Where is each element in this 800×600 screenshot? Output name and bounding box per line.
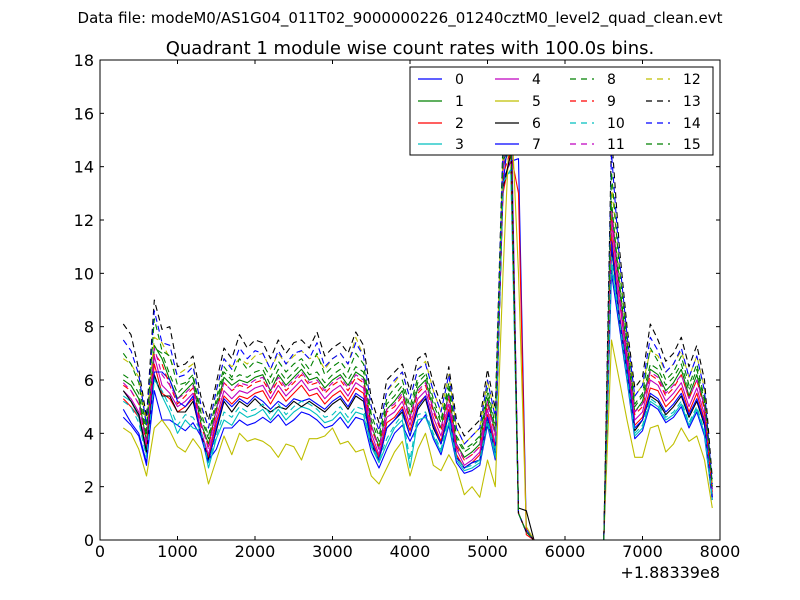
y-tick-label: 4 — [84, 424, 94, 443]
legend-label-7: 7 — [532, 137, 541, 153]
legend-label-8: 8 — [607, 72, 616, 88]
series-line-5 — [122, 99, 713, 541]
y-tick-label: 16 — [74, 104, 94, 123]
series-lines — [122, 86, 713, 541]
y-tick-label: 12 — [74, 211, 94, 230]
x-tick-label: 8000 — [700, 542, 741, 561]
legend-label-3: 3 — [455, 137, 464, 153]
y-tick-label: 18 — [74, 51, 94, 70]
x-offset-label: +1.88339e8 — [620, 563, 720, 582]
series-line-7 — [122, 112, 713, 541]
chart-title: Quadrant 1 module wise count rates with … — [166, 38, 655, 59]
y-tick-label: 0 — [84, 531, 94, 550]
x-tick-label: 7000 — [622, 542, 663, 561]
series-line-11 — [122, 96, 713, 541]
legend-frame — [409, 66, 714, 156]
legend-label-1: 1 — [455, 94, 464, 110]
legend-label-14: 14 — [683, 116, 701, 132]
series-line-14 — [122, 126, 713, 541]
legend-label-9: 9 — [607, 94, 616, 110]
y-tick-label: 6 — [84, 371, 94, 390]
series-line-8 — [122, 139, 713, 541]
x-tick-label: 1000 — [157, 542, 198, 561]
legend-label-0: 0 — [455, 72, 464, 88]
series-line-15 — [122, 131, 713, 541]
legend-label-5: 5 — [532, 94, 541, 110]
x-tick-label: 5000 — [467, 542, 508, 561]
figure-suptitle: Data file: modeM0/AS1G04_011T02_90000002… — [77, 9, 723, 27]
legend-label-12: 12 — [683, 72, 701, 88]
series-line-10 — [122, 168, 713, 541]
x-tick-label: 6000 — [545, 542, 586, 561]
legend-label-13: 13 — [683, 94, 701, 110]
legend-label-2: 2 — [455, 116, 464, 132]
x-tick-label: 2000 — [235, 542, 276, 561]
y-tick-label: 14 — [74, 158, 94, 177]
x-axis: 0 1000 2000 3000 4000 5000 6000 7000 8000 — [95, 60, 740, 561]
x-tick-label: 3000 — [312, 542, 353, 561]
series-line-13 — [122, 118, 713, 541]
y-tick-label: 2 — [84, 478, 94, 497]
y-tick-label: 10 — [74, 264, 94, 283]
legend-label-6: 6 — [532, 116, 541, 132]
series-line-4 — [122, 86, 713, 541]
y-tick-label: 8 — [84, 318, 94, 337]
x-tick-label: 0 — [95, 542, 105, 561]
legend-label-11: 11 — [607, 137, 625, 153]
legend-label-4: 4 — [532, 72, 541, 88]
legend-label-10: 10 — [607, 116, 625, 132]
x-tick-label: 4000 — [390, 542, 431, 561]
legend-label-15: 15 — [683, 137, 701, 153]
